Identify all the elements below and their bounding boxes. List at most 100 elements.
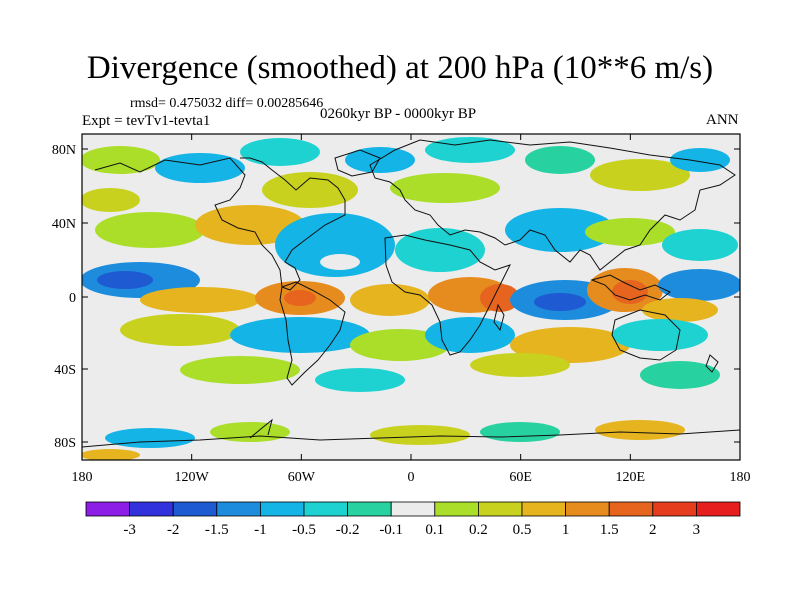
- antarctic-peninsula: [249, 418, 273, 439]
- field-patch-positive: [140, 287, 260, 313]
- latitude-axis: 80N 40N 0 40S 80S: [52, 143, 740, 451]
- lon-tick-label: 180: [72, 470, 93, 485]
- field-patch-positive: [390, 173, 500, 203]
- field-patch-positive: [180, 356, 300, 384]
- lat-tick-label: 80S: [54, 436, 76, 451]
- new-zealand-coast: [705, 354, 719, 373]
- colorbar-swatch: [347, 501, 392, 517]
- field-patch-positive: [120, 314, 240, 346]
- field-patch-positive: [82, 146, 160, 174]
- colorbar-swatch: [652, 501, 697, 517]
- colorbar-swatch: [172, 501, 218, 517]
- field-patch-negative: [240, 138, 320, 166]
- field-patch-negative: [275, 213, 395, 277]
- contour-field: [82, 137, 740, 460]
- colorbar-label: -0.5: [292, 522, 316, 538]
- field-patch-positive: [284, 290, 316, 306]
- field-patch-negative: [640, 361, 720, 389]
- colorbar-swatch: [608, 501, 654, 517]
- lon-tick-label: 60E: [509, 470, 532, 485]
- colorbar-swatch: [216, 501, 261, 517]
- colorbar-label: 3: [693, 522, 701, 538]
- colorbar-swatch: [303, 501, 348, 517]
- arctic-bands: [82, 137, 730, 212]
- colorbar-label: -0.1: [379, 522, 403, 538]
- time-period-label: 0260kyr BP - 0000kyr BP: [320, 106, 477, 122]
- field-patch-positive: [195, 205, 305, 245]
- colorbar-swatch: [434, 501, 479, 517]
- field-patch-positive: [510, 327, 630, 363]
- maritime-continent-coast: [590, 274, 671, 301]
- colorbar-swatch: [259, 501, 305, 517]
- field-patch-positive: [82, 188, 140, 212]
- field-patch-negative: [480, 422, 560, 442]
- field-patch-negative: [315, 368, 405, 392]
- colorbar: -3 -2 -1.5 -1 -0.5 -0.2 -0.1 0.1 0.2 0.5 1 1.5 2 3: [85, 501, 741, 538]
- colorbar-label: 1: [562, 522, 570, 538]
- tropical-bands: [82, 262, 740, 322]
- colorbar-label: 0.2: [469, 522, 488, 538]
- colorbar-swatch: [129, 501, 174, 517]
- southern-bands: [120, 314, 720, 392]
- colorbar-label: 0.5: [513, 522, 532, 538]
- eurasia-coast: [369, 139, 736, 271]
- field-patch-positive: [82, 449, 140, 460]
- rmsd-diff-stats: rmsd= 0.475032 diff= 0.00285646: [130, 96, 324, 111]
- lon-tick-label: 120W: [175, 470, 210, 485]
- field-patch-positive: [350, 329, 450, 361]
- field-patch-positive: [595, 420, 685, 440]
- map-panel: [81, 133, 741, 461]
- coastlines: [82, 139, 740, 448]
- field-patch-negative: [230, 317, 370, 353]
- antarctica-coast: [82, 429, 740, 448]
- lat-tick-label: 80N: [52, 143, 76, 158]
- lon-tick-label: 120E: [616, 470, 646, 485]
- colorbar-label: -1: [254, 522, 267, 538]
- field-patch-negative: [534, 293, 586, 311]
- colorbar-label: -1.5: [205, 522, 229, 538]
- field-patch-negative: [155, 153, 245, 183]
- north-america-coast: [94, 157, 346, 291]
- longitude-axis: 180 120W 60W 0 60E 120E 180: [72, 134, 751, 485]
- field-patch-negative: [425, 317, 515, 353]
- field-patch-negative: [670, 148, 730, 172]
- colorbar-label: -2: [167, 522, 180, 538]
- field-patch-negative: [345, 147, 415, 173]
- colorbar-swatch: [477, 501, 523, 517]
- experiment-label: Expt = tevTv1-tevta1: [82, 113, 211, 129]
- field-patch-positive: [262, 172, 358, 208]
- midlatitude-bands: [95, 205, 738, 277]
- field-patch-negative: [505, 208, 615, 252]
- field-patch-negative: [658, 269, 740, 301]
- field-patch-neutral: [320, 254, 360, 270]
- field-patch-positive: [590, 159, 690, 191]
- colorbar-label: 2: [649, 522, 657, 538]
- colorbar-label: -0.2: [336, 522, 360, 538]
- field-patch-positive: [350, 284, 430, 316]
- field-patch-negative: [525, 146, 595, 174]
- field-patch-negative: [97, 271, 153, 289]
- colorbar-label: 0.1: [425, 522, 444, 538]
- lat-tick-label: 0: [69, 291, 76, 306]
- field-patch-negative: [395, 228, 485, 272]
- field-patch-negative: [105, 428, 195, 448]
- field-patch-negative: [612, 319, 708, 351]
- lon-tick-label: 180: [730, 470, 751, 485]
- plot-title: Divergence (smoothed) at 200 hPa (10**6 …: [86, 50, 714, 86]
- lat-tick-label: 40S: [54, 363, 76, 378]
- australia-coast: [611, 309, 681, 361]
- madagascar-coast: [493, 303, 505, 332]
- colorbar-swatch: [696, 501, 741, 517]
- colorbar-label: 1.5: [600, 522, 619, 538]
- field-patch-positive: [642, 298, 718, 322]
- lat-tick-label: 40N: [52, 217, 76, 232]
- south-america-coast: [279, 281, 346, 386]
- lon-tick-label: 0: [408, 470, 415, 485]
- colorbar-swatch: [565, 501, 610, 517]
- field-patch-positive: [470, 353, 570, 377]
- colorbar-swatch: [85, 501, 130, 517]
- season-label: ANN: [706, 112, 739, 128]
- africa-coast: [384, 234, 511, 356]
- field-patch-positive: [585, 218, 675, 246]
